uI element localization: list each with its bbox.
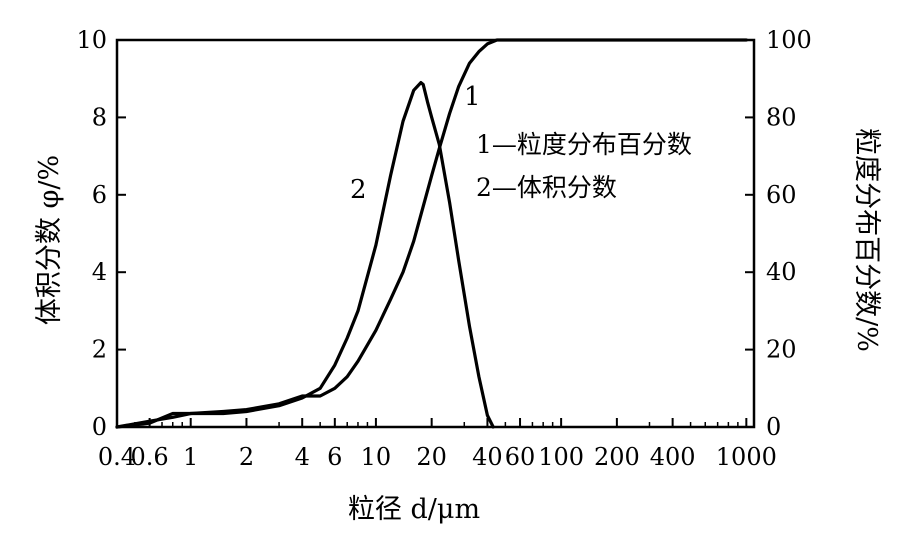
curve-label-1: 1: [464, 82, 481, 112]
x-tick-label: 400: [650, 443, 696, 471]
plot-frame: [115, 38, 756, 429]
x-tick-label: 6: [327, 443, 342, 471]
x-tick-label: 0.6: [131, 443, 169, 471]
x-axis-ticks: 0.40.6 1 2 4 6 10 20 40 60 100 200 400 1000: [98, 418, 777, 471]
x-tick-label: 4: [295, 443, 310, 471]
y-right-tick-label: 100: [766, 26, 812, 54]
y-right-axis-ticks: 0 20 40 60 80 100: [745, 26, 812, 441]
x-tick-label: 2: [239, 443, 254, 471]
y-right-tick-label: 60: [766, 181, 797, 209]
y-left-tick-label: 8: [92, 103, 107, 131]
x-tick-label: 10: [361, 443, 392, 471]
x-tick-label: 60: [505, 443, 536, 471]
y-right-tick-label: 40: [766, 258, 797, 286]
x-tick-label: 1: [183, 443, 198, 471]
x-tick-label: 200: [594, 443, 640, 471]
legend-entry-1: 1—粒度分布百分数: [476, 130, 692, 159]
y-left-tick-label: 2: [92, 336, 107, 364]
y-left-axis-title: 体积分数 φ/%: [34, 155, 65, 325]
y-right-axis-title: 粒度分布百分数/%: [851, 128, 882, 352]
series-line-1: [115, 38, 748, 429]
y-left-tick-label: 4: [92, 258, 107, 286]
x-tick-label: 100: [538, 443, 584, 471]
y-left-tick-label: 0: [92, 413, 107, 441]
legend-entry-2: 2—体积分数: [476, 173, 617, 202]
y-right-tick-label: 20: [766, 336, 797, 364]
y-left-axis-ticks: 0 2 4 6 8 10: [76, 26, 126, 441]
y-right-tick-label: 80: [766, 103, 797, 131]
x-axis-title: 粒径 d/μm: [348, 494, 480, 525]
x-tick-label: 0.4: [98, 443, 136, 471]
y-right-tick-label: 0: [766, 413, 781, 441]
series-layer: [115, 38, 748, 429]
x-tick-label: 1000: [716, 443, 777, 471]
series-line-2: [115, 80, 495, 429]
curve-label-2: 2: [350, 175, 367, 205]
y-left-tick-label: 6: [92, 181, 107, 209]
x-tick-label: 20: [416, 443, 447, 471]
y-left-tick-label: 10: [76, 26, 107, 54]
x-tick-label: 40: [472, 443, 503, 471]
